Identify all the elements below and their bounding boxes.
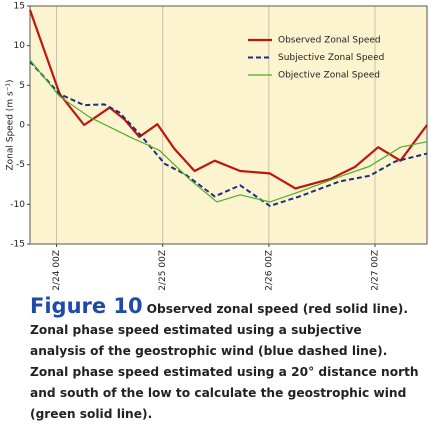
y-tick-label: -10 — [10, 200, 25, 210]
caption: Figure 10 Observed zonal speed (red solid… — [30, 296, 420, 425]
x-tick-label: 2/27 00Z — [370, 250, 380, 291]
y-tick-label: 0 — [19, 121, 25, 131]
y-tick-label: -15 — [10, 240, 25, 250]
plot-background — [30, 6, 427, 244]
legend-label: Subjective Zonal Speed — [278, 53, 384, 63]
figure-label: Figure 10 — [30, 294, 143, 318]
legend-label: Objective Zonal Speed — [278, 71, 380, 81]
caption-text: Observed zonal speed (red solid line). Z… — [30, 302, 419, 421]
series-line — [29, 59, 428, 203]
x-tick-label: 2/25 00Z — [158, 250, 168, 291]
legend-label: Observed Zonal Speed — [278, 36, 381, 46]
series-line — [29, 60, 428, 207]
y-tick-label: 10 — [14, 41, 26, 51]
y-tick-label: -5 — [16, 160, 25, 170]
y-axis-label: Zonal Speed (m s⁻¹) — [6, 79, 16, 170]
y-tick-label: 15 — [14, 2, 25, 12]
series-line — [28, 9, 428, 190]
x-tick-label: 2/26 00Z — [264, 250, 274, 291]
x-tick-label: 2/24 00Z — [52, 250, 62, 291]
chart: Zonal Speed (m s⁻¹) -15 -10 -5 0 5 10 15 2/24 0… — [6, 2, 428, 291]
y-tick-label: 5 — [19, 81, 25, 91]
